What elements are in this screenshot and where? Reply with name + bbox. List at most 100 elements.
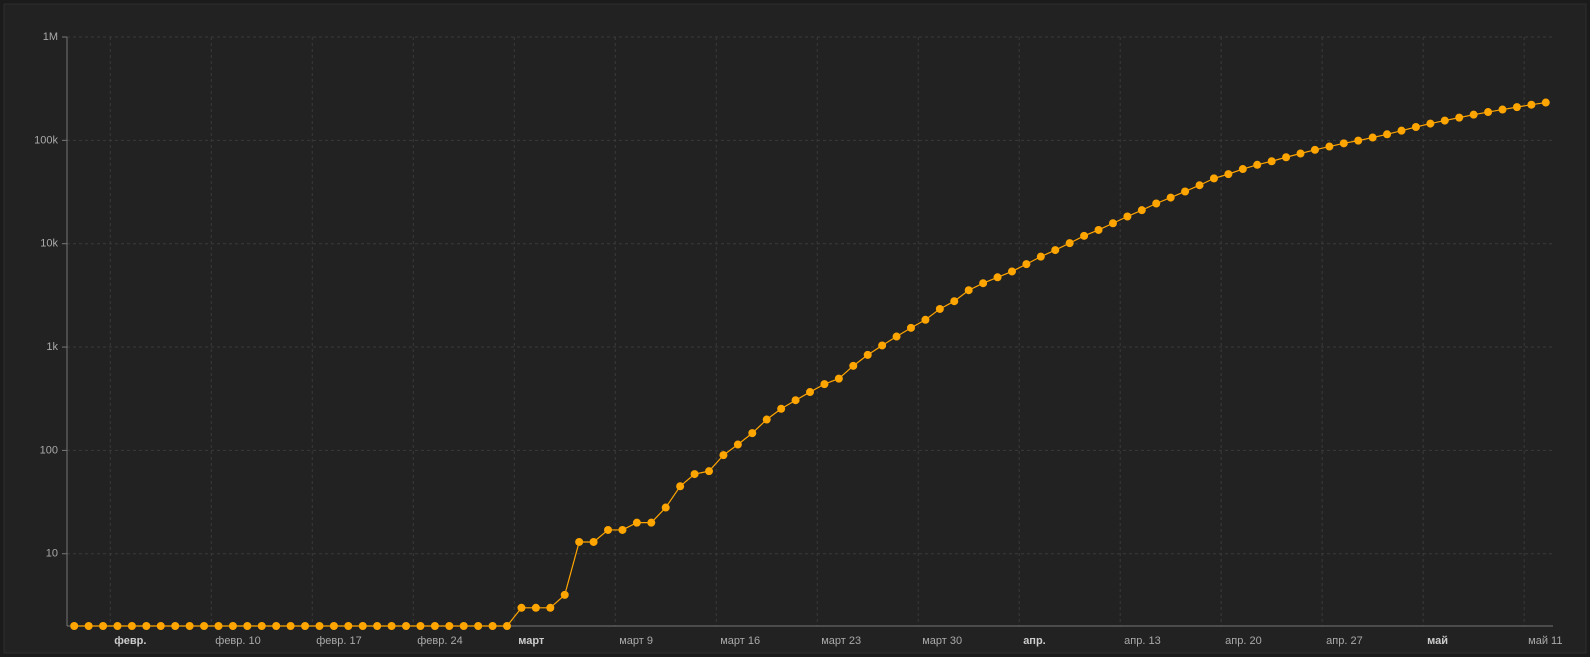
data-point bbox=[661, 503, 670, 512]
data-point bbox=[402, 622, 411, 630]
data-point bbox=[935, 304, 944, 313]
data-point bbox=[820, 380, 829, 389]
data-point bbox=[1108, 219, 1117, 228]
y-tick-label: 1k bbox=[46, 341, 58, 353]
data-point bbox=[892, 332, 901, 341]
x-tick-label: март 30 bbox=[922, 635, 962, 647]
data-point bbox=[272, 622, 281, 630]
data-point bbox=[1051, 246, 1060, 255]
x-tick-label: апр. 20 bbox=[1225, 635, 1262, 647]
data-point bbox=[604, 525, 613, 534]
data-point bbox=[1238, 165, 1247, 174]
x-tick-label: март 16 bbox=[720, 635, 760, 647]
data-point bbox=[373, 622, 382, 630]
data-point bbox=[214, 622, 223, 630]
data-point bbox=[99, 622, 108, 630]
data-point bbox=[1267, 157, 1276, 166]
data-point bbox=[531, 603, 540, 612]
data-point bbox=[1469, 110, 1478, 119]
data-point bbox=[1282, 153, 1291, 162]
data-point bbox=[863, 350, 872, 359]
x-tick-label: май 11 bbox=[1528, 635, 1562, 647]
data-point bbox=[921, 315, 930, 324]
x-tick-label: апр. 27 bbox=[1326, 635, 1363, 647]
data-point bbox=[1411, 122, 1420, 131]
data-point bbox=[1527, 100, 1536, 109]
data-point bbox=[156, 622, 165, 630]
data-point bbox=[618, 525, 627, 534]
data-point bbox=[1426, 119, 1435, 128]
data-point bbox=[517, 603, 526, 612]
data-point bbox=[777, 404, 786, 413]
data-point bbox=[387, 622, 396, 630]
data-point bbox=[834, 374, 843, 383]
data-point bbox=[1022, 260, 1031, 269]
data-point bbox=[1484, 108, 1493, 117]
data-point bbox=[1094, 225, 1103, 234]
data-point bbox=[906, 323, 915, 332]
data-point bbox=[964, 286, 973, 295]
data-point bbox=[1152, 199, 1161, 208]
data-point bbox=[560, 590, 569, 599]
data-point bbox=[228, 622, 237, 630]
data-point bbox=[142, 622, 151, 630]
data-point bbox=[358, 622, 367, 630]
x-tick-label: февр. 24 bbox=[417, 635, 462, 647]
x-tick-label: февр. bbox=[114, 635, 146, 647]
data-point bbox=[286, 622, 295, 630]
data-point bbox=[1498, 105, 1507, 114]
data-point bbox=[1181, 187, 1190, 196]
data-point bbox=[733, 440, 742, 449]
data-point bbox=[315, 622, 324, 630]
data-point bbox=[1065, 239, 1074, 248]
data-point bbox=[84, 622, 93, 630]
chart-background bbox=[3, 3, 1587, 654]
data-point bbox=[950, 297, 959, 306]
data-point bbox=[200, 622, 209, 630]
data-point bbox=[979, 279, 988, 288]
data-point bbox=[1368, 133, 1377, 142]
data-point bbox=[1325, 142, 1334, 151]
data-point bbox=[185, 622, 194, 630]
data-point bbox=[849, 361, 858, 370]
data-point bbox=[1253, 160, 1262, 169]
x-tick-label: апр. bbox=[1023, 635, 1046, 647]
data-point bbox=[344, 622, 353, 630]
data-point bbox=[589, 537, 598, 546]
data-point bbox=[1195, 181, 1204, 190]
data-point bbox=[1137, 206, 1146, 215]
data-point bbox=[1383, 130, 1392, 139]
data-point bbox=[70, 622, 79, 630]
data-point bbox=[127, 622, 136, 630]
data-point bbox=[1541, 98, 1550, 107]
data-point bbox=[705, 467, 714, 476]
data-point bbox=[806, 388, 814, 397]
y-tick-label: 100 bbox=[40, 444, 58, 456]
data-point bbox=[445, 622, 454, 630]
data-point bbox=[1339, 139, 1348, 148]
data-point bbox=[1512, 103, 1521, 112]
data-point bbox=[1166, 193, 1175, 202]
data-point bbox=[1209, 174, 1218, 183]
data-point bbox=[546, 603, 555, 612]
x-tick-label: май bbox=[1427, 635, 1448, 647]
data-point bbox=[474, 622, 483, 630]
data-point bbox=[676, 482, 685, 491]
data-point bbox=[243, 622, 252, 630]
data-point bbox=[1080, 231, 1089, 240]
data-point bbox=[1310, 145, 1319, 154]
data-point bbox=[632, 518, 641, 527]
data-point bbox=[1123, 212, 1132, 221]
data-point bbox=[416, 622, 425, 630]
y-tick-label: 10k bbox=[40, 238, 58, 250]
data-point bbox=[748, 429, 757, 438]
data-point bbox=[719, 451, 728, 460]
data-point bbox=[575, 537, 584, 546]
y-tick-label: 100k bbox=[34, 134, 58, 146]
data-point bbox=[171, 622, 180, 630]
data-point bbox=[1354, 136, 1363, 145]
data-point bbox=[1296, 149, 1305, 158]
data-point bbox=[488, 622, 497, 630]
